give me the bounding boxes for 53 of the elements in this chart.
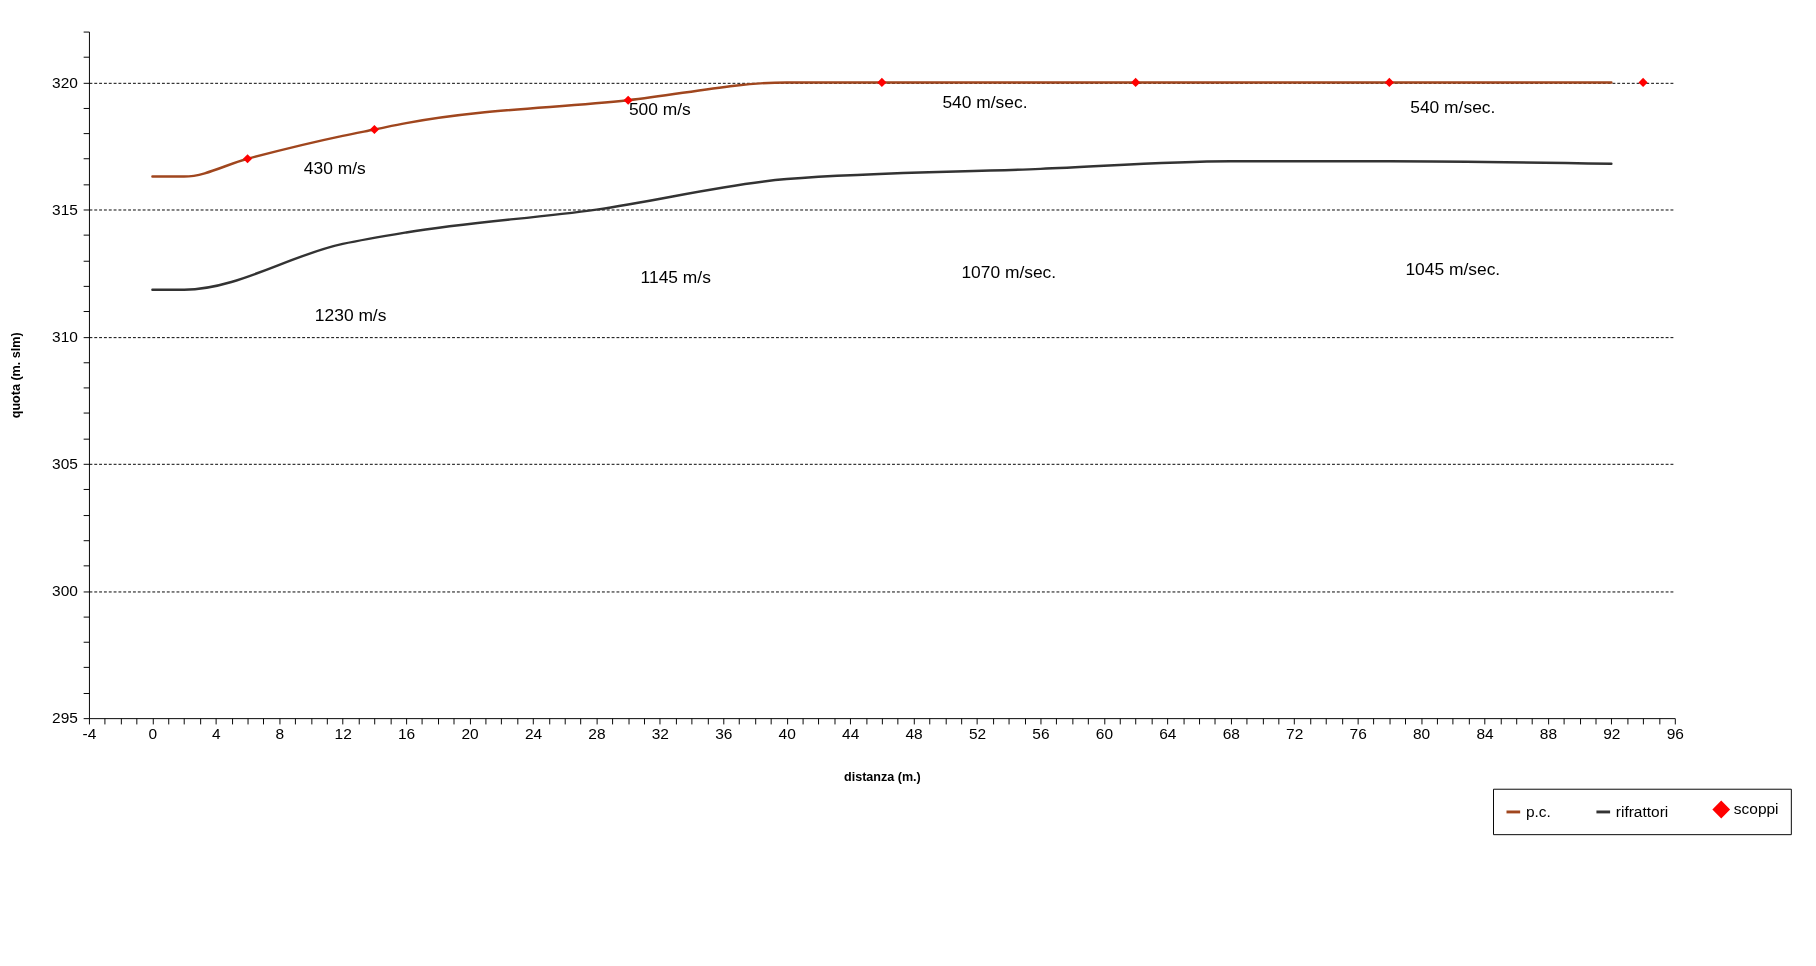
- annotation: 540 m/sec.: [1410, 96, 1496, 117]
- y-tick-label: 300: [52, 582, 78, 600]
- y-tick-label: 320: [52, 73, 78, 91]
- x-tick-label: 20: [461, 724, 479, 742]
- x-tick-label: 88: [1539, 724, 1558, 742]
- point: [1638, 77, 1648, 88]
- point: [1131, 77, 1141, 88]
- legend-label: p.c.: [1525, 802, 1551, 820]
- x-tick-label: 56: [1032, 724, 1050, 742]
- x-tick-label: 24: [524, 724, 543, 742]
- x-tick-label: 92: [1603, 724, 1621, 742]
- x-tick-label: 28: [588, 724, 606, 742]
- x-tick-label: 0: [148, 724, 158, 742]
- y-axis-title: quota (m. slm): [9, 332, 24, 419]
- point: [242, 154, 253, 164]
- x-tick-label: 4: [212, 724, 222, 742]
- x-tick-label: 80: [1412, 724, 1431, 742]
- legend-label: scoppi: [1733, 800, 1779, 818]
- point: [877, 77, 887, 88]
- point: [369, 124, 379, 135]
- x-tick-label: 60: [1095, 724, 1113, 742]
- x-tick-label: 64: [1159, 724, 1177, 742]
- x-tick-label: 40: [778, 724, 796, 742]
- line-series: [151, 160, 1613, 291]
- x-tick-label: 16: [398, 724, 416, 742]
- point: [623, 95, 633, 105]
- x-tick-label: 12: [334, 724, 352, 742]
- annotation: 500 m/s: [628, 99, 692, 120]
- x-tick-label: 72: [1286, 724, 1304, 742]
- x-tick-label: 48: [905, 724, 923, 742]
- annotation: 1045 m/sec.: [1405, 259, 1501, 280]
- legend-label: rifrattori: [1615, 802, 1669, 820]
- point: [1384, 77, 1394, 88]
- annotation: 1230 m/s: [314, 305, 387, 326]
- x-tick-label: 44: [842, 724, 860, 742]
- x-tick-label: 52: [968, 724, 987, 742]
- annotation: 430 m/s: [303, 157, 366, 178]
- x-tick-label: 8: [275, 724, 285, 742]
- y-tick-label: 315: [52, 200, 78, 218]
- y-tick-label: 310: [52, 328, 78, 346]
- x-tick-label: -4: [82, 724, 97, 742]
- x-tick-label: 96: [1666, 724, 1684, 742]
- annotation: 1145 m/s: [640, 267, 712, 288]
- x-tick-label: 32: [651, 724, 669, 742]
- x-axis-title: distanza (m.): [843, 769, 921, 784]
- y-tick-label: 295: [52, 709, 78, 727]
- y-tick-label: 305: [52, 455, 78, 473]
- annotation: 1070 m/sec.: [961, 261, 1057, 282]
- x-tick-label: 76: [1349, 724, 1367, 742]
- x-tick-label: 84: [1476, 724, 1494, 742]
- x-tick-label: 68: [1222, 724, 1240, 742]
- x-tick-label: 36: [715, 724, 733, 742]
- annotation: 540 m/sec.: [942, 91, 1028, 112]
